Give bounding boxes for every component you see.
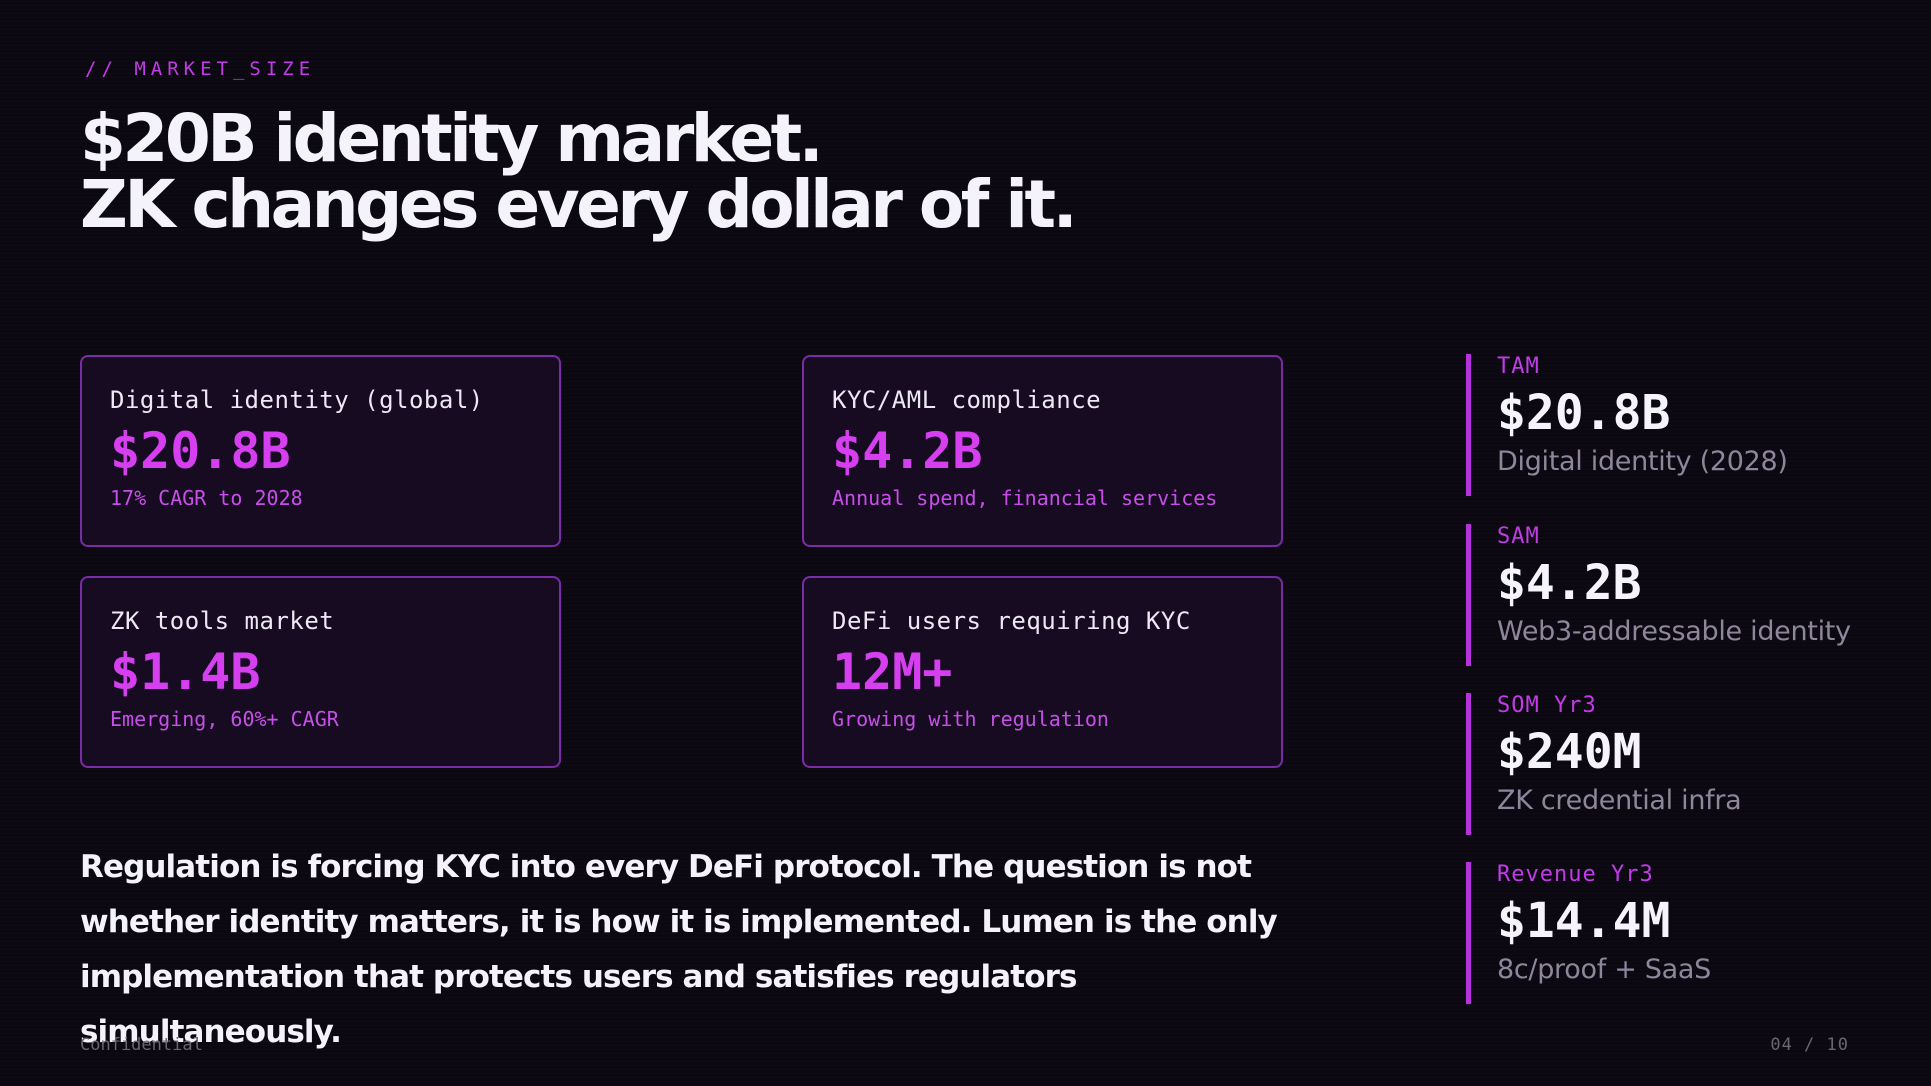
stat-card-value: $4.2B <box>832 422 983 480</box>
stat-card-subtext: Annual spend, financial services <box>832 486 1218 510</box>
metric-value: $240M <box>1497 724 1642 780</box>
page-title-line-1: $20B identity market. <box>80 100 824 177</box>
metric-label: TAM <box>1497 354 1540 379</box>
metric-value: $20.8B <box>1497 385 1671 441</box>
page-title-line-2: ZK changes every dollar of it. <box>80 166 1078 243</box>
stat-card-value: $1.4B <box>110 643 261 701</box>
metric-som: SOM Yr3 $240M ZK credential infra <box>1466 693 1886 835</box>
stat-card-subtext: Growing with regulation <box>832 707 1109 731</box>
stat-card-label: ZK tools market <box>110 607 335 635</box>
metric-label: SOM Yr3 <box>1497 693 1597 718</box>
metric-value: $14.4M <box>1497 893 1671 949</box>
metric-subtext: Digital identity (2028) <box>1497 446 1788 477</box>
metric-subtext: 8c/proof + SaaS <box>1497 954 1711 985</box>
metric-label: SAM <box>1497 524 1540 549</box>
metric-subtext: Web3-addressable identity <box>1497 616 1851 647</box>
stat-card-value: $20.8B <box>110 422 291 480</box>
metric-value: $4.2B <box>1497 555 1642 611</box>
stat-card-label: KYC/AML compliance <box>832 386 1102 414</box>
stat-card-value: 12M+ <box>832 643 953 701</box>
page-title: $20B identity market. ZK changes every d… <box>80 100 1078 243</box>
stat-card-label: DeFi users requiring KYC <box>832 607 1191 635</box>
stat-card-label: Digital identity (global) <box>110 386 484 414</box>
metric-label: Revenue Yr3 <box>1497 862 1654 887</box>
page-number: 04 / 10 <box>1770 1035 1849 1055</box>
stat-card-kyc-aml: KYC/AML compliance $4.2B Annual spend, f… <box>802 355 1283 547</box>
metric-tam: TAM $20.8B Digital identity (2028) <box>1466 354 1886 496</box>
stat-card-digital-identity: Digital identity (global) $20.8B 17% CAG… <box>80 355 561 547</box>
metric-subtext: ZK credential infra <box>1497 785 1742 816</box>
stat-card-subtext: 17% CAGR to 2028 <box>110 486 303 510</box>
section-eyebrow: // MARKET_SIZE <box>85 58 316 80</box>
stat-card-subtext: Emerging, 60%+ CAGR <box>110 707 339 731</box>
summary-paragraph: Regulation is forcing KYC into every DeF… <box>80 849 1278 1050</box>
stat-card-zk-tools: ZK tools market $1.4B Emerging, 60%+ CAG… <box>80 576 561 768</box>
stat-card-defi-users: DeFi users requiring KYC 12M+ Growing wi… <box>802 576 1283 768</box>
confidential-label: Confidential <box>80 1035 203 1055</box>
metric-sam: SAM $4.2B Web3-addressable identity <box>1466 524 1886 666</box>
metric-revenue: Revenue Yr3 $14.4M 8c/proof + SaaS <box>1466 862 1886 1004</box>
